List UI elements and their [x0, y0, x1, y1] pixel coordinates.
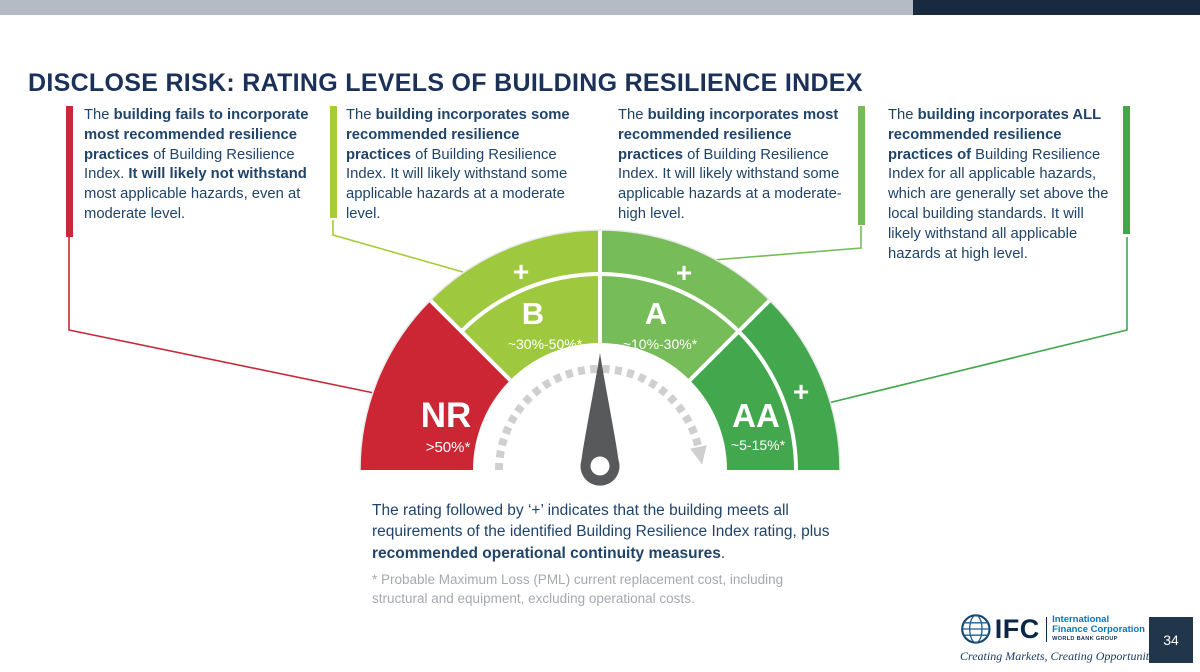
callout-accent-bar-nr: [66, 106, 73, 237]
plus-badge-b: +: [513, 256, 529, 287]
label-b: B: [522, 296, 544, 331]
logo-divider: [1045, 616, 1048, 642]
label-a-range: ~10%-30%*: [623, 336, 698, 352]
label-nr: NR: [421, 396, 472, 435]
world-bank-group-label: WORLD BANK GROUP: [1052, 635, 1118, 642]
gauge-outer-outline: [359, 229, 841, 471]
ifc-logo: IFC International Finance Corporation WO…: [960, 612, 1163, 664]
plus-rating-note: The rating followed by ‘+’ indicates tha…: [372, 502, 830, 562]
topbar-gray: [0, 0, 913, 15]
callout-text-nr: The building fails to incorporate most r…: [84, 107, 309, 223]
plus-badge-aa: +: [793, 376, 809, 407]
pml-footnote: * Probable Maximum Loss (PML) current re…: [372, 572, 784, 607]
plus-badge-a: +: [676, 257, 692, 288]
callout-rating-a: The building incorporates most recommend…: [618, 106, 865, 225]
callout-text-aa: The building incorporates ALL recommende…: [888, 107, 1109, 262]
callout-text-b: The building incorporates some recommend…: [346, 107, 570, 223]
callout-rating-b: The building incorporates some recommend…: [330, 106, 588, 225]
needle-hub: [590, 456, 610, 476]
ifc-tagline: Creating Markets, Creating Opportunities: [960, 649, 1163, 663]
ifc-name-line2: Finance Corporation: [1052, 624, 1145, 636]
topbar-navy-accent: [913, 0, 1200, 15]
ifc-acronym: IFC: [994, 613, 1040, 644]
connector-line-a: [700, 226, 862, 262]
globe-icon: [961, 614, 991, 644]
connector-line-aa: [823, 237, 1128, 405]
connector-line-nr: [68, 237, 375, 394]
connector-line-b: [332, 220, 464, 273]
label-a: A: [645, 296, 667, 331]
callout-rating-aa: The building incorporates ALL recommende…: [888, 106, 1130, 265]
divider-a-aa: [688, 298, 772, 382]
scale-arrowhead-icon: [690, 445, 707, 465]
needle-icon: [580, 353, 620, 486]
label-aa-range: ~5-15%*: [731, 437, 786, 453]
divider-nr-b: [428, 298, 512, 382]
ifc-name-line1: International: [1052, 614, 1110, 626]
divider-plus-band-arc: [459, 272, 798, 471]
label-aa: AA: [732, 397, 780, 434]
callout-accent-bar-aa: [1123, 106, 1130, 234]
callout-rating-nr: The building fails to incorporate most r…: [66, 106, 326, 237]
callout-accent-bar-b: [330, 106, 337, 218]
callout-accent-bar-a: [858, 106, 865, 225]
dashed-scale-arc: [495, 364, 703, 471]
page-title: DISCLOSE RISK: RATING LEVELS OF BUILDING…: [28, 68, 863, 97]
page-number-badge: 34: [1149, 617, 1193, 663]
label-b-range: ~30%-50%*: [508, 336, 583, 352]
label-nr-range: >50%*: [426, 439, 471, 456]
callout-text-a: The building incorporates most recommend…: [618, 107, 842, 223]
